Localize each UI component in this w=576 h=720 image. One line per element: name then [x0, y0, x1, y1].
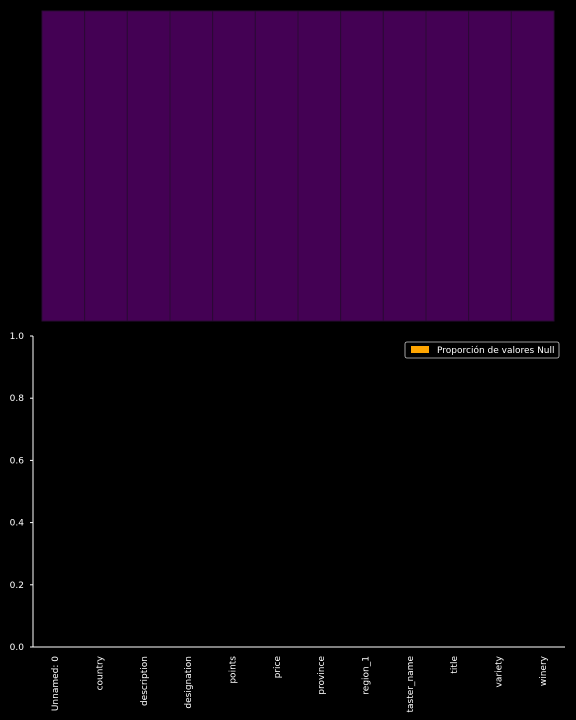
- heatmap-cell: [297, 10, 342, 322]
- legend: Proporción de valores Null: [404, 341, 560, 359]
- heatmap-cell: [84, 10, 128, 322]
- y-tick-label: 0.8: [10, 394, 25, 404]
- x-tick-label: description: [140, 656, 150, 706]
- x-tick-label: region_1: [362, 656, 372, 695]
- x-tick-label: variety: [495, 655, 505, 687]
- x-tick-label: price: [273, 656, 283, 679]
- null-matrix-heatmap: [41, 10, 555, 322]
- y-axis-ticks: 0.0 0.2 0.4 0.6 0.8 1.0: [10, 332, 33, 653]
- heatmap-cell: [425, 10, 470, 322]
- heatmap-cell: [382, 10, 427, 322]
- heatmap-cell: [340, 10, 384, 322]
- null-proportion-bar-chart: 0.0 0.2 0.4 0.6 0.8 1.0 Unnamed: 0 country desc…: [10, 332, 565, 713]
- heatmap-cell: [510, 10, 555, 322]
- x-axis-ticks: Unnamed: 0 country description designation p…: [51, 655, 549, 712]
- x-tick-label: points: [229, 656, 239, 684]
- heatmap-cell: [126, 10, 171, 322]
- legend-frame: [404, 341, 560, 359]
- heatmap-cell: [169, 10, 214, 322]
- x-tick-label: taster_name: [406, 656, 416, 713]
- legend-swatch: [411, 346, 429, 353]
- y-tick-label: 0.0: [10, 643, 25, 653]
- x-tick-label: province: [317, 656, 327, 695]
- legend-label: Proporción de valores Null: [437, 345, 555, 356]
- x-tick-label: winery: [539, 655, 549, 686]
- heatmap-cell: [212, 10, 256, 322]
- x-tick-label: designation: [184, 656, 194, 709]
- y-tick-label: 0.6: [10, 456, 25, 466]
- heatmap-cell: [254, 10, 299, 322]
- x-tick-label: country: [96, 655, 106, 690]
- y-tick-label: 1.0: [10, 332, 25, 342]
- heatmap-cell: [41, 10, 86, 322]
- x-tick-label: title: [450, 656, 460, 674]
- y-tick-label: 0.2: [10, 581, 24, 591]
- y-tick-label: 0.4: [10, 519, 25, 529]
- heatmap-cell: [468, 10, 512, 322]
- x-tick-label: Unnamed: 0: [51, 656, 61, 711]
